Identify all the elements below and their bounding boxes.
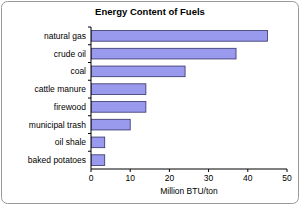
chart-frame: [2, 2, 299, 204]
x-tick-label: 0: [89, 173, 94, 183]
category-tick: [88, 27, 91, 28]
category-tick: [88, 133, 91, 134]
x-tick: [208, 169, 209, 172]
category-tick: [88, 62, 91, 63]
x-tick: [287, 169, 288, 172]
x-axis-label: Million BTU/ton: [160, 186, 218, 196]
x-tick: [91, 169, 92, 172]
category-label: coal: [70, 66, 86, 76]
category-tick: [88, 80, 91, 81]
x-tick-label: 30: [204, 173, 214, 183]
x-tick-label: 20: [165, 173, 175, 183]
category-label: firewood: [54, 102, 86, 112]
category-tick: [88, 98, 91, 99]
bar: [91, 119, 130, 130]
title: Energy Content of Fuels: [95, 6, 205, 17]
bar: [91, 48, 236, 59]
bar: [91, 66, 185, 77]
category-label: cattle manure: [35, 84, 87, 94]
chart: Energy Content of Fuels natural gas crude …: [0, 0, 300, 205]
category-tick: [88, 44, 91, 45]
bar: [91, 84, 146, 95]
category-label: oil shale: [55, 137, 86, 147]
x-tick: [130, 169, 131, 172]
x-tick-label: 40: [243, 173, 253, 183]
category-tick: [88, 151, 91, 152]
x-tick: [169, 169, 170, 172]
category-tick: [88, 115, 91, 116]
bars: [91, 31, 267, 166]
category-label: municipal trash: [29, 120, 86, 130]
x-tick: [247, 169, 248, 172]
bar: [91, 137, 105, 148]
bar: [91, 31, 267, 42]
category-label: baked potatoes: [28, 155, 86, 165]
x-axis: [91, 169, 287, 170]
category-label: crude oil: [54, 49, 86, 59]
bar: [91, 102, 146, 113]
category-label: natural gas: [44, 31, 86, 41]
x-tick-label: 50: [282, 173, 292, 183]
x-tick-label: 10: [125, 173, 135, 183]
bar: [91, 155, 105, 166]
